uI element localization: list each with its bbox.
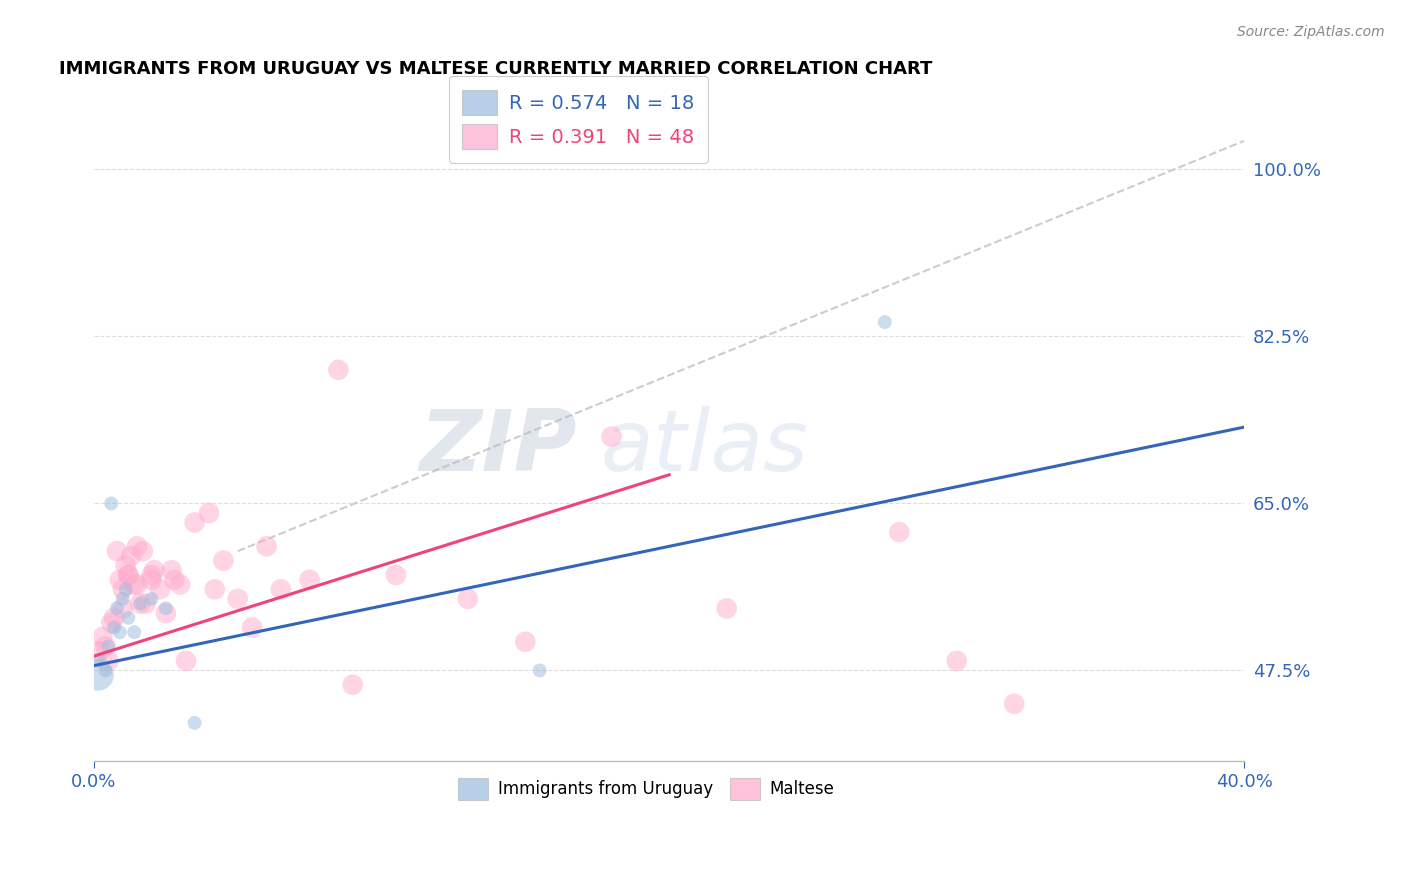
Point xyxy=(135,597,157,611)
Point xyxy=(873,315,896,329)
Point xyxy=(212,554,235,568)
Text: Source: ZipAtlas.com: Source: ZipAtlas.com xyxy=(1237,25,1385,39)
Point xyxy=(515,634,537,648)
Point xyxy=(385,568,408,582)
Point xyxy=(163,573,186,587)
Point xyxy=(889,524,911,539)
Point xyxy=(120,549,142,563)
Point xyxy=(328,363,350,377)
Point xyxy=(94,640,117,654)
Point xyxy=(100,496,122,510)
Point xyxy=(97,640,120,654)
Point xyxy=(129,597,152,611)
Point xyxy=(114,582,136,597)
Point xyxy=(129,597,152,611)
Point xyxy=(1002,697,1025,711)
Text: ZIP: ZIP xyxy=(419,406,576,489)
Point xyxy=(183,516,205,530)
Point xyxy=(125,577,148,591)
Point xyxy=(132,544,155,558)
Point xyxy=(117,568,139,582)
Point xyxy=(91,630,114,644)
Point xyxy=(256,540,278,554)
Point xyxy=(89,654,111,668)
Point xyxy=(226,591,249,606)
Legend: Immigrants from Uruguay, Maltese: Immigrants from Uruguay, Maltese xyxy=(444,764,848,813)
Point xyxy=(89,644,111,658)
Point xyxy=(97,654,120,668)
Point xyxy=(155,601,177,615)
Point xyxy=(169,577,191,591)
Point xyxy=(94,664,117,678)
Point xyxy=(240,620,263,634)
Point xyxy=(141,568,163,582)
Point xyxy=(155,606,177,620)
Point xyxy=(204,582,226,597)
Point xyxy=(149,582,172,597)
Point xyxy=(105,544,128,558)
Point xyxy=(945,654,967,668)
Point xyxy=(100,615,122,630)
Point xyxy=(122,625,145,640)
Point xyxy=(529,664,551,678)
Point xyxy=(105,601,128,615)
Point xyxy=(600,429,623,443)
Point xyxy=(108,573,131,587)
Point xyxy=(117,611,139,625)
Text: IMMIGRANTS FROM URUGUAY VS MALTESE CURRENTLY MARRIED CORRELATION CHART: IMMIGRANTS FROM URUGUAY VS MALTESE CURRE… xyxy=(59,60,932,78)
Point xyxy=(103,611,125,625)
Point xyxy=(122,577,145,591)
Point xyxy=(141,591,163,606)
Point xyxy=(125,540,148,554)
Point xyxy=(198,506,221,520)
Point xyxy=(174,654,197,668)
Point xyxy=(103,620,125,634)
Point xyxy=(270,582,292,597)
Point xyxy=(114,558,136,573)
Point xyxy=(141,573,163,587)
Point xyxy=(111,591,134,606)
Point xyxy=(298,573,321,587)
Point xyxy=(87,668,110,682)
Point xyxy=(457,591,479,606)
Point xyxy=(108,625,131,640)
Point xyxy=(716,601,738,615)
Point xyxy=(183,715,205,730)
Point xyxy=(117,568,139,582)
Text: atlas: atlas xyxy=(600,406,808,489)
Point xyxy=(143,563,166,577)
Point xyxy=(160,563,183,577)
Point xyxy=(111,582,134,597)
Point xyxy=(342,678,364,692)
Point xyxy=(111,601,134,615)
